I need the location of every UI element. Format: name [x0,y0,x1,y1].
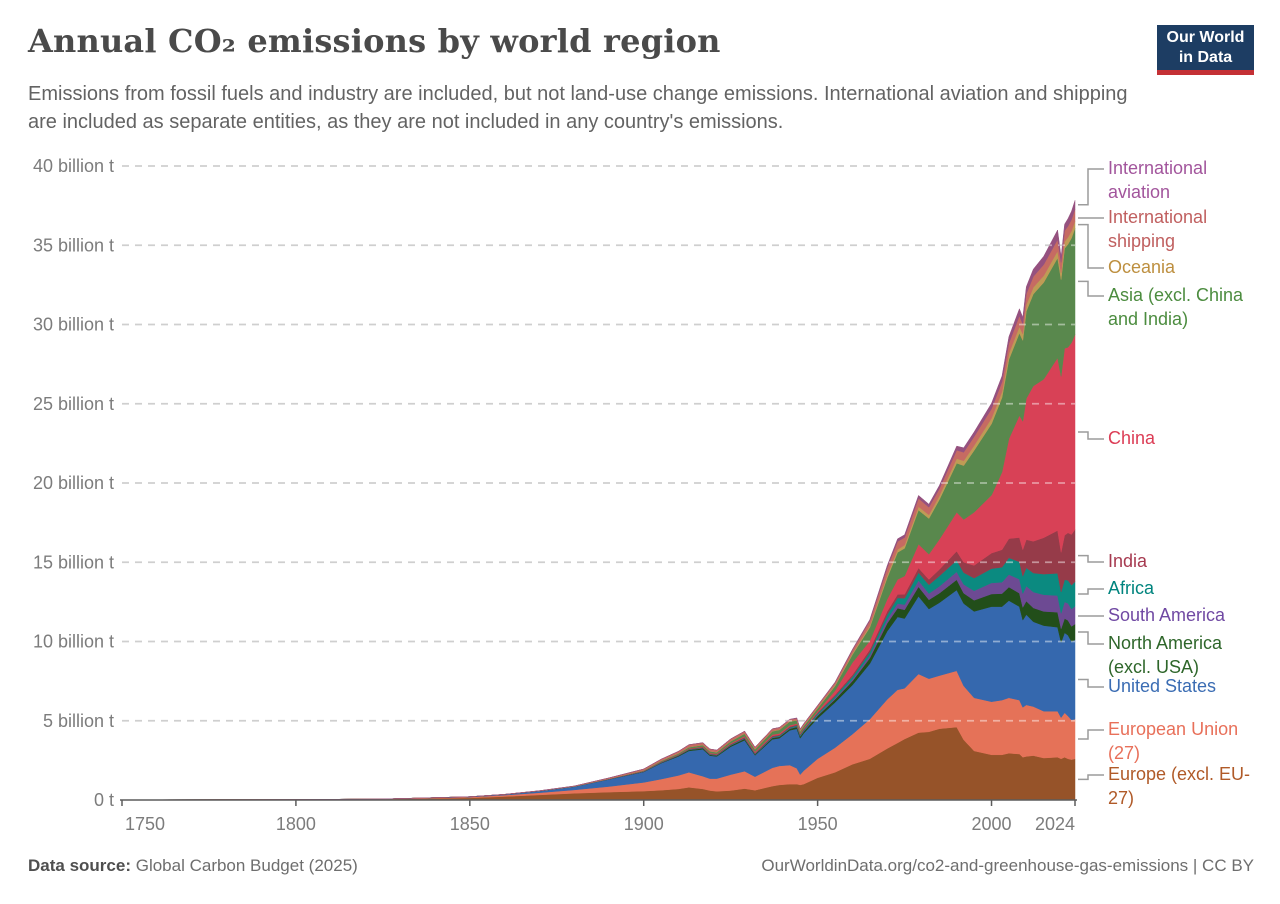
legend-item-asia_excl_china_india[interactable]: Asia (excl. China and India) [1108,285,1244,329]
data-source-value: Global Carbon Budget (2025) [135,856,358,875]
y-axis-label: 15 billion t [33,552,114,572]
owid-logo-line2: in Data [1178,49,1233,67]
x-axis-label: 2024 [1035,814,1075,834]
owid-logo[interactable]: Our World in Data [1157,25,1254,75]
data-source-note: Data source: Global Carbon Budget (2025) [28,856,358,876]
legend-item-north_america_excl_usa[interactable]: North America (excl. USA) [1108,633,1223,677]
y-axis-label: 25 billion t [33,394,114,414]
y-axis-label: 10 billion t [33,632,114,652]
x-axis-label: 1800 [276,814,316,834]
legend-connector-line [1078,588,1104,595]
x-axis-label: 1850 [450,814,490,834]
attribution-link[interactable]: OurWorldinData.org/co2-and-greenhouse-ga… [761,856,1189,875]
legend-item-china[interactable]: China [1108,428,1156,448]
y-axis-label: 35 billion t [33,235,114,255]
legend-connector-line [1078,631,1104,645]
legend-item-south_america[interactable]: South America [1108,605,1226,625]
owid-logo-line1: Our World [1166,29,1245,46]
legend-connector-line [1078,168,1104,206]
legend-item-united_states[interactable]: United States [1108,676,1217,696]
stacked-areas [121,200,1076,801]
legend-item-eu27[interactable]: European Union (27) [1108,719,1239,763]
legend-connector-line [1078,678,1104,688]
attribution: OurWorldinData.org/co2-and-greenhouse-ga… [761,856,1254,876]
attribution-license: | CC BY [1192,856,1254,875]
y-axis-label: 0 t [94,790,114,810]
area-intl_aviation[interactable] [121,200,1076,801]
legend-item-africa[interactable]: Africa [1108,578,1155,598]
legend-item-oceania[interactable]: Oceania [1108,257,1176,277]
legend-connector-line [1078,223,1104,269]
legend-connector-line [1078,280,1104,297]
legend-connector-line [1078,431,1104,440]
y-axis-label: 30 billion t [33,315,114,335]
legend-item-europe_excl_eu27[interactable]: Europe (excl. EU-27) [1108,764,1251,808]
legend-connector-line [1078,729,1104,740]
legend-item-india[interactable]: India [1108,551,1148,571]
x-axis-label: 1950 [798,814,838,834]
x-axis-label: 1900 [624,814,664,834]
x-axis-label: 1750 [125,814,165,834]
legend-connector-line [1078,554,1104,563]
chart-subtitle: Emissions from fossil fuels and industry… [28,83,1128,134]
y-axis-label: 5 billion t [43,711,114,731]
y-axis-labels: 0 t 5 billion t 10 billion t 15 billion t 20… [33,156,114,810]
legend-item-intl_shipping[interactable]: International shipping [1108,207,1208,251]
y-axis-label: 20 billion t [33,473,114,493]
chart-legend: Europe (excl. EU-27) European Union (27) U… [1108,0,1280,904]
legend-connector-line [1078,774,1104,781]
page-title: Annual CO₂ emissions by world region [28,22,721,60]
legend-item-intl_aviation[interactable]: International aviation [1108,158,1208,202]
x-axis-label: 2000 [972,814,1012,834]
data-source-label: Data source: [28,856,131,875]
y-axis-label: 40 billion t [33,156,114,176]
x-axis: 1750 1800 1850 1900 1950 2000 2024 [120,799,1077,834]
legend-connectors [1078,168,1104,781]
